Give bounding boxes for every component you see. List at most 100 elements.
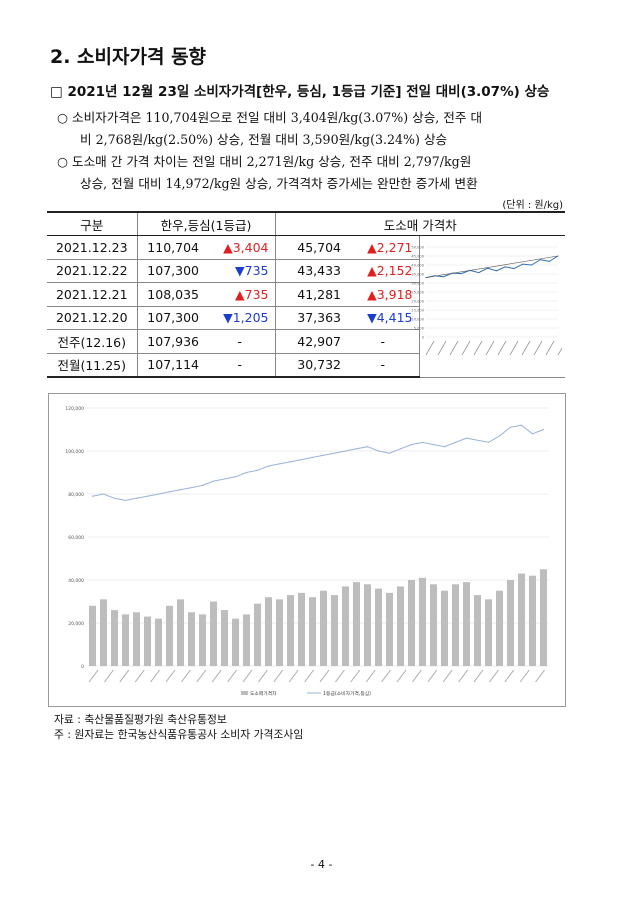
mini-y-tick: 25,000 [411, 291, 424, 295]
gap-cell: 37,363 [275, 306, 347, 330]
bullet-2-line-2: 상승, 전월 대비 14,972/kg원 상승, 가격격차 증가세는 완만한 증… [80, 176, 478, 191]
row-label: 2021.12.20 [47, 306, 138, 330]
legend-line-label: 1등급(소비자가격,등심) [323, 690, 371, 697]
main-bar [539, 569, 548, 666]
mini-x-tick [425, 340, 435, 356]
mini-data-point [478, 272, 480, 274]
main-bar [517, 573, 526, 666]
main-x-tick [365, 669, 376, 683]
table-row: 전주(12.16) 107,936-42,907- [47, 329, 565, 354]
main-x-tick [350, 669, 361, 683]
main-bar [352, 582, 361, 666]
main-data-point [212, 480, 215, 482]
main-x-tick [519, 669, 530, 683]
mini-data-point [513, 268, 515, 270]
main-bar [242, 614, 251, 666]
main-y-tick: 20,000 [68, 621, 84, 627]
main-data-point [410, 443, 413, 446]
main-data-point [509, 426, 512, 428]
bullet-1-line-2: 비 2,768원/kg(2.50%) 상승, 전월 대비 3,590원/kg(3… [80, 132, 448, 147]
main-bar [440, 590, 449, 666]
main-x-tick [411, 669, 422, 683]
mini-data-point [495, 270, 497, 272]
mini-y-tick: 5,000 [414, 327, 425, 331]
main-bar [99, 599, 108, 666]
main-data-point [531, 433, 534, 435]
mini-x-tick [521, 340, 531, 356]
mini-data-point [487, 267, 489, 269]
price-change-cell: - [205, 329, 276, 354]
gap-change-cell: - [347, 353, 420, 378]
main-data-point [498, 435, 501, 437]
main-data-point [124, 499, 127, 502]
price-change-cell: ▼1,205 [205, 306, 276, 330]
gap-change-cell: ▲2,152 [347, 259, 420, 283]
price-cell: 107,936 [137, 329, 205, 354]
main-bar [88, 605, 97, 666]
main-x-tick [504, 669, 515, 683]
main-bar [418, 577, 427, 666]
main-x-tick [180, 669, 191, 683]
main-data-point [399, 448, 402, 450]
price-cell: 110,704 [137, 235, 205, 260]
main-bar [297, 592, 306, 666]
mini-x-tick [557, 347, 562, 356]
main-bar [506, 580, 515, 666]
main-bar [143, 616, 152, 666]
main-bar [462, 582, 471, 666]
main-data-point [157, 493, 160, 495]
gap-change-cell: ▼4,415 [347, 306, 420, 330]
mini-x-tick [509, 340, 519, 356]
main-bar [110, 610, 119, 666]
page-number: - 4 - [310, 858, 333, 871]
table-row: 2021.12.22 107,300 ▼735 43,433 ▲2,152 [47, 259, 565, 283]
price-cell: 108,035 [137, 282, 205, 307]
mini-x-tick [497, 340, 507, 356]
main-data-point [91, 495, 94, 497]
gap-cell: 43,433 [275, 259, 347, 283]
price-table: 구분 한우,등심(1등급) 도소매 가격차 2021.12.23 110,704 ▲… [47, 211, 565, 378]
main-x-tick [396, 669, 407, 683]
main-bar [495, 590, 504, 666]
main-bar [330, 595, 339, 666]
main-y-tick: 40,000 [68, 578, 84, 584]
gap-cell: 30,732 [275, 353, 347, 378]
main-x-tick [242, 669, 253, 683]
main-bar [176, 599, 185, 666]
gap-change-cell: - [347, 329, 420, 354]
mini-data-point [522, 263, 524, 265]
main-bar [132, 612, 141, 666]
main-data-point [102, 493, 105, 495]
main-bar [286, 595, 295, 666]
main-x-tick [134, 669, 145, 683]
main-y-tick: 80,000 [68, 492, 84, 498]
main-x-tick [119, 669, 130, 683]
main-y-tick: 100,000 [65, 449, 84, 455]
notes: 자료 : 축산물품질평가원 축산유통정보 주 : 원자료는 한국농산식품유통공사… [54, 712, 303, 742]
row-label: 2021.12.21 [47, 282, 138, 307]
main-x-tick [288, 669, 299, 683]
main-data-point [322, 454, 325, 456]
price-change-cell: ▲3,404 [205, 235, 276, 260]
main-data-point [168, 491, 171, 493]
header-price-gap: 도소매 가격차 [275, 211, 565, 236]
main-bar [231, 618, 240, 666]
main-x-tick [211, 669, 222, 683]
main-x-tick [150, 669, 160, 683]
main-data-point [476, 439, 479, 441]
mini-y-tick: 30,000 [411, 282, 424, 286]
main-bar [407, 580, 416, 666]
legend-bar-swatch [241, 691, 248, 695]
main-x-tick [165, 669, 176, 683]
main-chart-box: 0 20,000 40,000 60,000 80,000 100,000 120,000 도… [48, 393, 566, 707]
main-data-point [113, 497, 116, 499]
main-data-point [201, 484, 204, 486]
mini-x-tick [533, 340, 543, 356]
bullet-2-line-1: ○ 도소매 간 가격 차이는 전일 대비 2,271원/kg 상승, 전주 대비… [57, 154, 472, 169]
row-label: 전주(12.16) [47, 329, 138, 354]
mini-price-gap-chart: 50,000 45,000 40,000 35,000 30,000 25,000 20,0… [411, 246, 562, 356]
main-data-point [443, 446, 446, 448]
main-data-point [465, 437, 468, 439]
price-cell: 107,114 [137, 353, 205, 378]
gap-cell: 45,704 [275, 235, 347, 260]
